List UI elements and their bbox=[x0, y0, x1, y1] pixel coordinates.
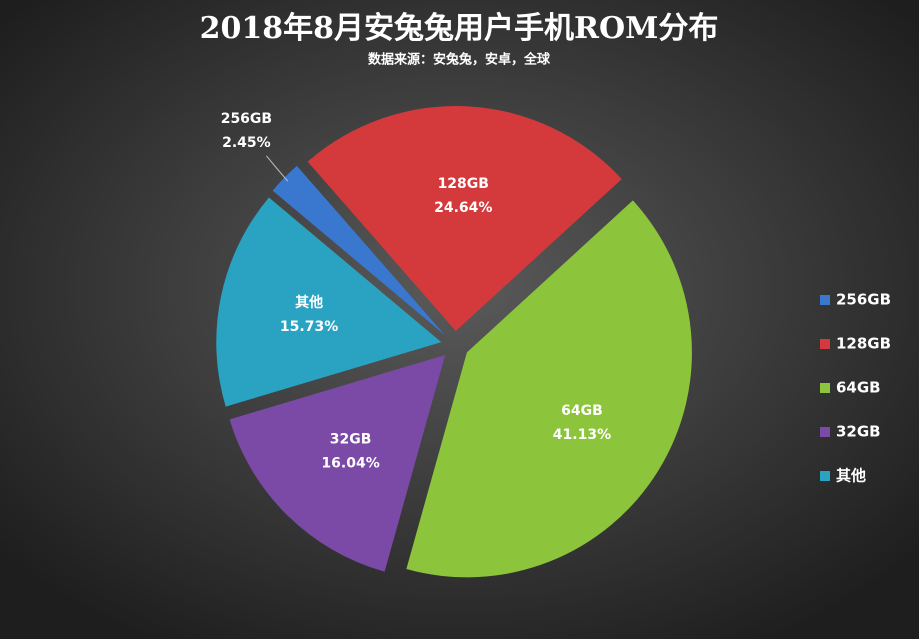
chart-subtitle: 数据来源：安兔兔，安卓，全球 bbox=[368, 52, 551, 68]
slice-value-label: 41.13% bbox=[553, 427, 611, 443]
legend-label: 256GB bbox=[836, 291, 891, 309]
slice-category: 64GB bbox=[561, 403, 603, 419]
legend-swatch bbox=[820, 339, 830, 349]
legend-swatch bbox=[820, 383, 830, 393]
pie-slice bbox=[307, 106, 622, 332]
chart-title: 2018年8月安兔兔用户手机ROM分布 bbox=[200, 11, 719, 46]
pie-slice bbox=[406, 200, 692, 578]
legend-label: 64GB bbox=[836, 379, 881, 397]
slice-category: 256GB bbox=[221, 111, 272, 127]
legend-label: 128GB bbox=[836, 335, 891, 353]
slice-value-label: 2.45% bbox=[222, 135, 271, 151]
slice-category: 128GB bbox=[438, 176, 489, 192]
slice-value-label: 16.04% bbox=[321, 455, 379, 471]
legend-swatch bbox=[820, 295, 830, 305]
legend-label: 其他 bbox=[836, 467, 866, 485]
slice-value-label: 24.64% bbox=[434, 200, 492, 216]
legend-swatch bbox=[820, 471, 830, 481]
pie-slice bbox=[216, 197, 442, 407]
legend-swatch bbox=[820, 427, 830, 437]
pie-slice bbox=[272, 165, 445, 336]
slice-category: 其他 bbox=[295, 294, 323, 311]
pie-slice bbox=[229, 354, 446, 572]
leader-line bbox=[266, 155, 289, 182]
legend-label: 32GB bbox=[836, 423, 881, 441]
slice-value-label: 15.73% bbox=[280, 319, 338, 335]
slice-category: 32GB bbox=[330, 431, 372, 447]
